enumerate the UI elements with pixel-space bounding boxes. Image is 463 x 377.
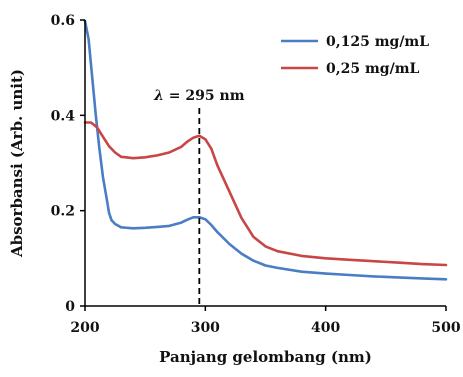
x-axis-title: Panjang gelombang (nm) <box>159 348 372 366</box>
x-tick-label: 500 <box>431 320 460 336</box>
legend-label-2: 0,25 mg/mL <box>326 61 420 77</box>
y-axis-title: Absorbansi (Arb. unit) <box>8 69 26 258</box>
x-tick-label: 400 <box>311 320 340 336</box>
y-tick-label: 0.4 <box>51 108 76 124</box>
legend: 0,125 mg/mL 0,25 mg/mL <box>281 34 429 77</box>
x-tick-label: 200 <box>70 320 99 336</box>
legend-label-1: 0,125 mg/mL <box>326 34 429 50</box>
peak-label: λ = 295 nm <box>153 88 245 104</box>
lambda-symbol: λ <box>153 88 164 104</box>
peak-annotation: λ = 295 nm <box>153 88 245 306</box>
x-tick-label: 300 <box>191 320 220 336</box>
axes <box>84 20 446 307</box>
y-tick-label: 0 <box>65 299 75 315</box>
y-tick-label: 0.6 <box>51 13 75 29</box>
series-line-1 <box>83 19 448 281</box>
plot-area <box>83 19 448 281</box>
tick-labels: 0 0.2 0.4 0.6 200 300 400 500 <box>51 13 461 336</box>
y-tick-label: 0.2 <box>51 204 75 220</box>
peak-value: = 295 nm <box>164 88 245 104</box>
series-line-2 <box>83 121 448 267</box>
